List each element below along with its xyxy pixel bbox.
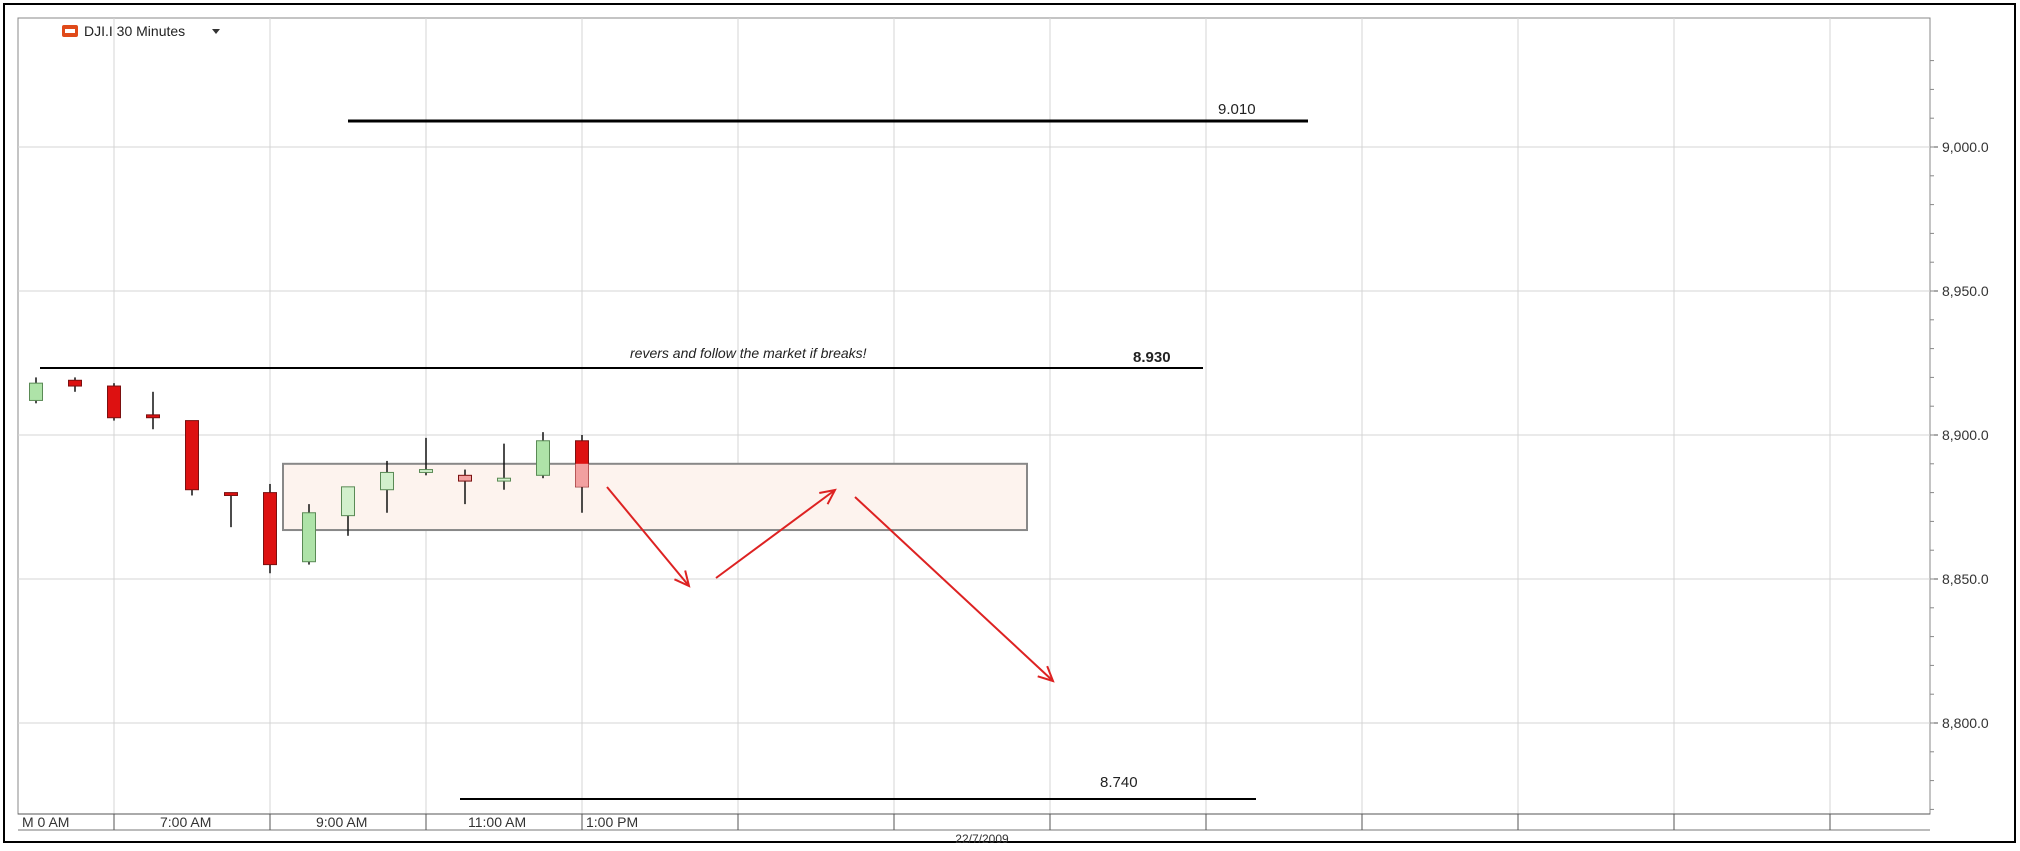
- chart-header[interactable]: DJI.I 30 Minutes: [62, 23, 220, 39]
- candle-bear: [185, 420, 199, 491]
- x-tick-label: 1:00 PM: [586, 814, 638, 830]
- level-label-9010: 9.010: [1218, 101, 1256, 118]
- candle-bear: [146, 414, 160, 419]
- y-tick-label: 8,800.0: [1942, 715, 1989, 731]
- candle-bull: [302, 512, 316, 563]
- candle-bull: [497, 477, 511, 482]
- y-tick-label: 9,000.0: [1942, 139, 1989, 155]
- grid-lines: [18, 18, 1930, 814]
- arrow-up-head: [819, 488, 837, 505]
- range-box: [282, 462, 1028, 532]
- candle-bear: [263, 492, 277, 566]
- y-tick-label: 8,900.0: [1942, 427, 1989, 443]
- candle-bear: [224, 492, 238, 496]
- candle-overlay: [575, 463, 589, 487]
- arrow-down-1-head: [674, 570, 691, 588]
- arrow-up: [715, 489, 836, 579]
- level-label-8740: 8.740: [1100, 774, 1138, 791]
- candle-bull: [380, 471, 394, 491]
- x-tick-label: 7:00 AM: [160, 814, 211, 830]
- candle-bull: [419, 469, 433, 473]
- plot-area: [17, 17, 1931, 815]
- candle-bull: [536, 440, 550, 476]
- candles: [29, 377, 589, 574]
- candle-bear: [458, 474, 472, 482]
- candle-bull: [29, 382, 43, 401]
- candle-bear: [107, 385, 121, 419]
- triangle-down-icon[interactable]: [212, 29, 220, 34]
- arrow-down-1: [606, 486, 690, 587]
- annotations: 9.010 8.930 revers and follow the market i…: [40, 101, 1308, 800]
- y-tick-label: 8,950.0: [1942, 283, 1989, 299]
- arrow-down-2: [854, 496, 1054, 682]
- annotation-note: revers and follow the market if breaks!: [630, 345, 867, 361]
- candle-bear: [68, 379, 82, 387]
- arrow-down-2-head: [1037, 665, 1055, 683]
- y-tick-label: 8,850.0: [1942, 571, 1989, 587]
- chart-frame: [3, 3, 2016, 843]
- axes: 9,000.0 8,950.0 8,900.0 8,850.0 8,800.0 M 0 A…: [18, 60, 1989, 846]
- chart-title: DJI.I 30 Minutes: [84, 23, 185, 39]
- chart-badge-icon-mark: [65, 29, 75, 33]
- x-tick-label: 9:00 AM: [316, 814, 367, 830]
- date-label: 22/7/2009: [955, 832, 1009, 846]
- level-label-8930: 8.930: [1133, 349, 1171, 366]
- candle-bull: [341, 486, 355, 517]
- x-tick-label: M 0 AM: [22, 814, 69, 830]
- x-tick-label: 11:00 AM: [468, 814, 526, 830]
